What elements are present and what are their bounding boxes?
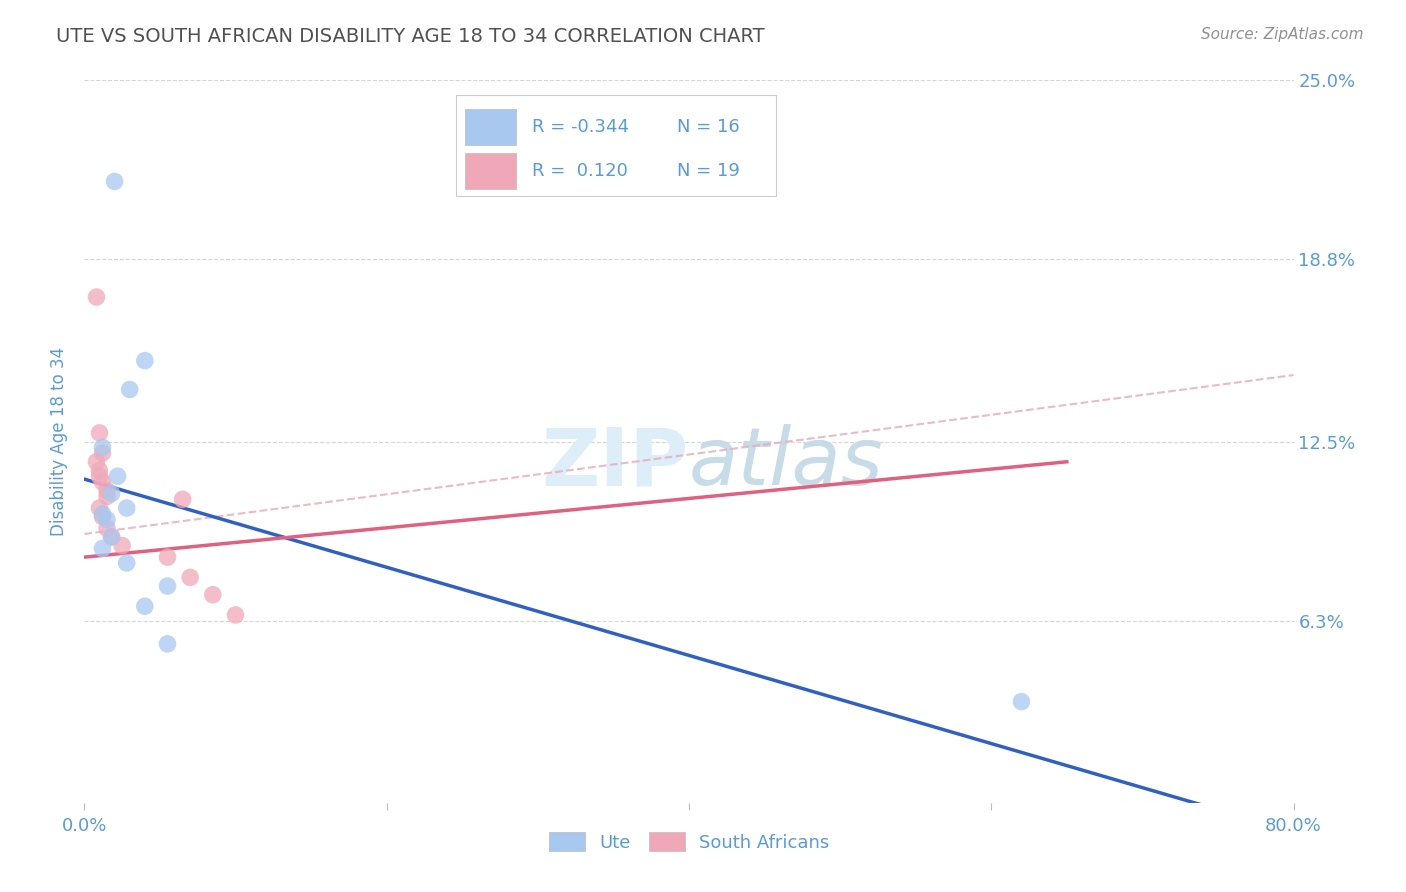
Point — [134, 353, 156, 368]
Point — [89, 469, 111, 483]
Point — [118, 383, 141, 397]
Point — [91, 475, 114, 489]
Text: N = 16: N = 16 — [676, 119, 740, 136]
Point — [100, 486, 122, 500]
Point — [86, 455, 108, 469]
Point — [225, 607, 247, 622]
Point — [156, 637, 179, 651]
Point — [96, 490, 118, 504]
Text: N = 19: N = 19 — [676, 161, 740, 179]
Text: UTE VS SOUTH AFRICAN DISABILITY AGE 18 TO 34 CORRELATION CHART: UTE VS SOUTH AFRICAN DISABILITY AGE 18 T… — [56, 27, 765, 45]
Text: R =  0.120: R = 0.120 — [531, 161, 627, 179]
Point — [89, 425, 111, 440]
Point — [111, 539, 134, 553]
Point — [201, 588, 224, 602]
Text: Source: ZipAtlas.com: Source: ZipAtlas.com — [1201, 27, 1364, 42]
Point — [91, 440, 114, 454]
FancyBboxPatch shape — [465, 109, 516, 145]
Text: R = -0.344: R = -0.344 — [531, 119, 628, 136]
Point — [179, 570, 201, 584]
Text: atlas: atlas — [689, 425, 884, 502]
Point — [96, 483, 118, 498]
Text: ZIP: ZIP — [541, 425, 689, 502]
Point — [96, 512, 118, 526]
Point — [115, 556, 138, 570]
Point — [91, 507, 114, 521]
Point — [104, 174, 127, 188]
Point — [89, 463, 111, 477]
Point — [172, 492, 194, 507]
Y-axis label: Disability Age 18 to 34: Disability Age 18 to 34 — [51, 347, 69, 536]
Point — [156, 550, 179, 565]
Point — [156, 579, 179, 593]
Point — [107, 469, 129, 483]
Point — [91, 446, 114, 460]
FancyBboxPatch shape — [456, 95, 776, 196]
Point — [96, 521, 118, 535]
Point — [89, 501, 111, 516]
Point — [91, 541, 114, 556]
Point — [115, 501, 138, 516]
Point — [100, 530, 122, 544]
Point — [86, 290, 108, 304]
Point — [100, 530, 122, 544]
FancyBboxPatch shape — [465, 153, 516, 189]
Point — [1011, 695, 1033, 709]
Legend: Ute, South Africans: Ute, South Africans — [541, 825, 837, 859]
Point — [134, 599, 156, 614]
Point — [91, 509, 114, 524]
